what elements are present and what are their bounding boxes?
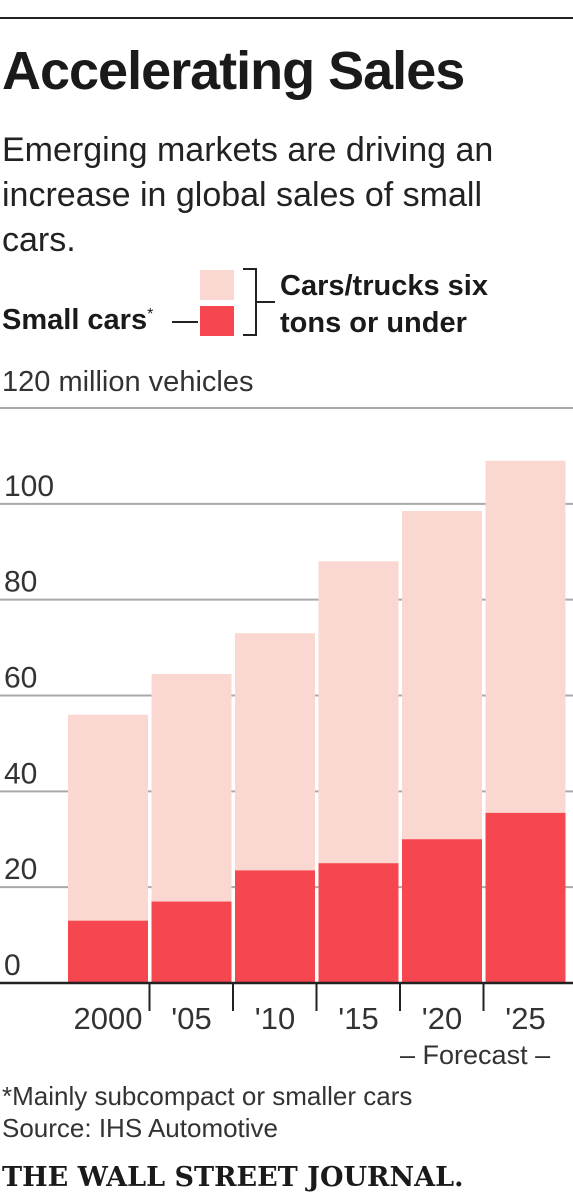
y-tick-label: 40 [4,757,37,790]
legend-total-line1: Cars/trucks six [280,270,488,302]
footnote-block: *Mainly subcompact or smaller cars Sourc… [2,1080,412,1144]
x-tick-label: '05 [171,1001,211,1036]
x-tick-label: '10 [255,1001,295,1036]
x-tick-label: 2000 [74,1001,143,1036]
bar-small-cars [485,812,566,983]
legend-bracket [243,268,257,336]
bar-small-cars [151,901,232,983]
forecast-annotation: – Forecast – [400,1040,550,1071]
chart-subtitle: Emerging markets are driving an increase… [2,131,494,259]
chart-title: Accelerating Sales [2,41,465,101]
bar-small-cars [235,870,315,983]
legend-swatch-small-cars [200,306,234,336]
legend-label-total: Cars/trucks six tons or under [280,268,488,342]
legend-label-small-cars: Small cars* [2,304,153,337]
bar-small-cars [402,839,482,983]
legend-total-line2: tons or under [280,307,467,339]
forecast-label: Forecast [422,1040,528,1070]
forecast-dash-left: – [400,1040,423,1070]
legend-bracket-leader [257,301,275,303]
legend: Small cars* Cars/trucks six tons or unde… [0,262,573,342]
source: Source: IHS Automotive [2,1113,279,1143]
y-tick-label: 60 [4,662,37,695]
bar-small-cars [318,863,399,983]
x-tick-label: '20 [422,1001,462,1036]
forecast-dash-right: – [527,1040,551,1070]
masthead: THE WALL STREET JOURNAL. [2,1162,464,1193]
x-tick-label: '25 [505,1001,545,1036]
y-tick-label: 80 [4,566,37,599]
y-tick-label: 100 [4,470,54,503]
legend-asterisk: * [147,306,154,323]
legend-leader-line [172,321,198,323]
legend-small-cars-text: Small cars [2,304,148,336]
x-tick-label: '15 [338,1001,378,1036]
y-tick-label: 0 [4,949,21,982]
legend-swatch-total [200,270,234,300]
bar-chart: 0 20 40 60 80 100 2000 '05 '10 '15 '20 '25 [0,407,573,1036]
y-axis-unit-label: 120 million vehicles [2,366,254,398]
top-rule [0,17,573,19]
footnote: *Mainly subcompact or smaller cars [2,1081,413,1111]
bar-small-cars [68,920,148,983]
y-tick-label: 20 [4,853,37,886]
